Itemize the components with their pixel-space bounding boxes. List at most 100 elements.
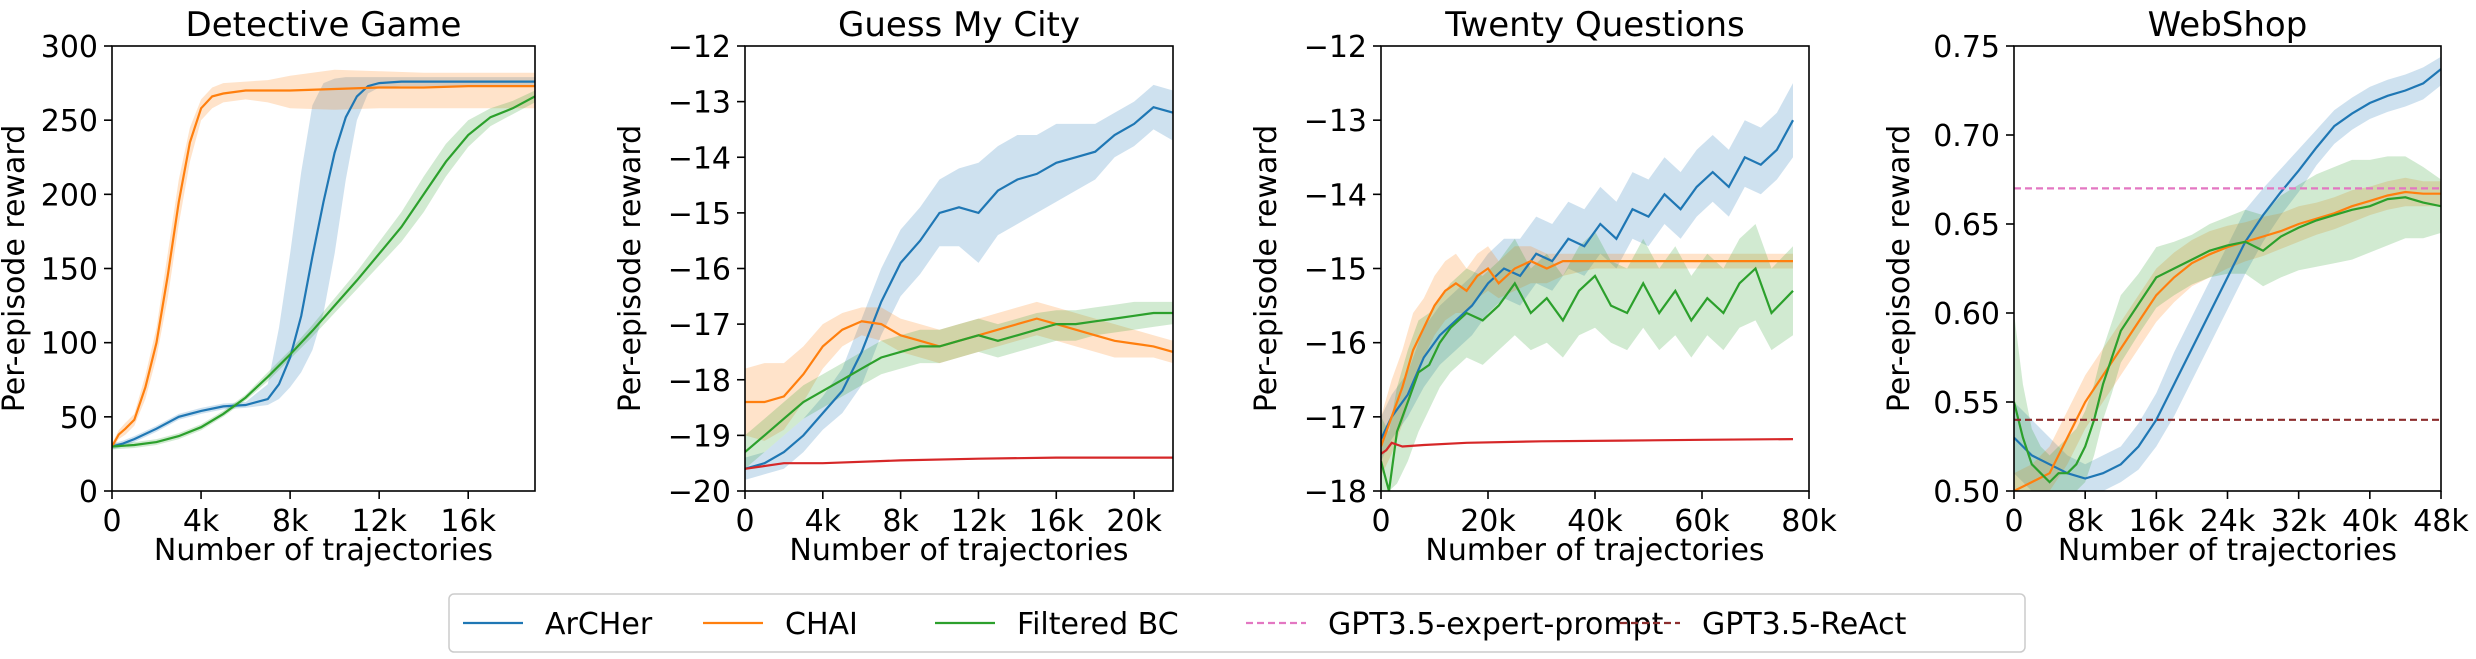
x-tick-label: 12k: [351, 504, 407, 539]
series-line-filtered-bc: [745, 311, 1173, 453]
legend-item-filtered-bc: Filtered BC: [935, 607, 1179, 642]
y-tick-label: 0.60: [1933, 297, 2000, 332]
y-tick-label: 300: [41, 30, 98, 65]
x-axis-label: Number of trajectories: [2058, 533, 2397, 568]
series-line-baseline: [1381, 438, 1794, 455]
band-archer: [745, 84, 1173, 480]
y-tick-label: −18: [1304, 475, 1367, 510]
series-line-archer: [112, 80, 535, 448]
x-tick-label: 16k: [1028, 504, 1084, 539]
band-archer: [112, 77, 535, 450]
series-line-filtered-bc: [1381, 266, 1794, 491]
x-tick-label: 60k: [1674, 504, 1730, 539]
panel-webshop: 0 8k 16k 24k 32k 40k 48k 0.50 0.55 0.60 0.65 0.70 0.…: [1882, 5, 2469, 568]
series-line-chai: [112, 84, 535, 448]
x-axis-label: Number of trajectories: [1425, 533, 1764, 568]
y-axis-label: Per-episode reward: [1882, 125, 1917, 412]
x-tick-label: 20k: [1106, 504, 1162, 539]
y-tick-label: −15: [668, 197, 731, 232]
x-axis-label: Number of trajectories: [789, 533, 1128, 568]
band-archer: [1381, 83, 1793, 462]
series-line-filtered-bc: [2014, 196, 2441, 484]
legend-item-gpt3-5-react: GPT3.5-ReAct: [1620, 607, 1907, 642]
x-axis-label: Number of trajectories: [154, 533, 493, 568]
x-tick-label: 24k: [2200, 504, 2256, 539]
y-tick-label: −12: [668, 30, 731, 65]
chart-title: WebShop: [2148, 5, 2308, 45]
plot-area: [745, 84, 1173, 480]
x-tick-label: 0: [735, 504, 754, 539]
plot-area: [2014, 56, 2441, 491]
y-tick-label: −13: [668, 86, 731, 121]
x-tick-label: 40k: [2342, 504, 2398, 539]
y-tick-label: −17: [668, 308, 731, 343]
y-tick-label: 0.65: [1933, 208, 2000, 243]
y-tick-label: −15: [1304, 253, 1367, 288]
x-tick-label: 4k: [805, 504, 842, 539]
x-tick-label: 32k: [2271, 504, 2327, 539]
band-chai: [112, 69, 535, 450]
y-tick-label: 150: [41, 253, 98, 288]
legend-frame: [448, 593, 2026, 653]
y-axis-label: Per-episode reward: [613, 125, 648, 412]
panels-group: 0 4k 8k 12k 16k 0 50 100 150 200 250 300 Detective G…: [0, 5, 2469, 568]
y-tick-label: 50: [60, 401, 98, 436]
legend-item-chai: CHAI: [703, 607, 858, 642]
series-line-baseline: [745, 456, 1173, 470]
x-tick-label: 0: [102, 504, 121, 539]
x-tick-label: 8k: [272, 504, 309, 539]
band-chai: [745, 301, 1173, 441]
y-tick-label: −19: [668, 419, 731, 454]
series-line-chai: [2014, 190, 2441, 491]
y-tick-label: −14: [1304, 178, 1367, 213]
legend-label: CHAI: [785, 607, 858, 642]
panel-twenty-questions: 0 20k 40k 60k 80k −18 −17 −16 −15 −14 −13 −12 Twenty…: [1249, 5, 1837, 568]
x-tick-label: 4k: [183, 504, 220, 539]
y-tick-label: −13: [1304, 104, 1367, 139]
x-tick-label: 40k: [1567, 504, 1623, 539]
legend-item-archer: ArCHer: [463, 607, 653, 642]
x-tick-label: 12k: [951, 504, 1007, 539]
y-tick-label: 250: [41, 104, 98, 139]
series-line-archer: [745, 105, 1173, 470]
x-tick-label: 0: [1371, 504, 1390, 539]
x-tick-label: 16k: [2129, 504, 2185, 539]
series-line-chai: [1381, 259, 1793, 447]
x-tick-label: 16k: [440, 504, 496, 539]
band-archer: [2014, 56, 2441, 491]
legend-item-gpt3-5-expert-prompt: GPT3.5-expert-prompt: [1246, 607, 1664, 642]
plot-area: [1381, 83, 1794, 491]
band-filtered-bc: [1381, 224, 1793, 491]
legend: ArCHer CHAI Filtered BC GPT3.5-expert-promp…: [448, 593, 2026, 653]
legend-label: ArCHer: [545, 607, 653, 642]
legend-label: GPT3.5-ReAct: [1702, 607, 1907, 642]
y-tick-label: −16: [668, 253, 731, 288]
y-tick-label: 0.75: [1933, 30, 2000, 65]
plot-area: [112, 69, 535, 450]
x-tick-label: 20k: [1460, 504, 1516, 539]
y-tick-label: −12: [1304, 30, 1367, 65]
chart-title: Detective Game: [186, 5, 462, 45]
x-tick-label: 8k: [882, 504, 919, 539]
series-line-archer: [1381, 119, 1794, 440]
band-filtered-bc: [2014, 156, 2441, 491]
x-tick-label: 80k: [1781, 504, 1837, 539]
x-tick-label: 0: [2004, 504, 2023, 539]
y-tick-label: −20: [668, 475, 731, 510]
y-tick-label: 0.55: [1933, 386, 2000, 421]
y-tick-label: 0.50: [1933, 475, 2000, 510]
panel-detective-game: 0 4k 8k 12k 16k 0 50 100 150 200 250 300 Detective G…: [0, 5, 536, 568]
y-tick-label: 0.70: [1933, 119, 2000, 154]
legend-label: Filtered BC: [1017, 607, 1179, 642]
band-filtered-bc: [112, 90, 535, 450]
x-tick-label: 48k: [2413, 504, 2469, 539]
legend-label: GPT3.5-expert-prompt: [1328, 607, 1664, 642]
y-axis-label: Per-episode reward: [1249, 125, 1284, 412]
x-tick-label: 8k: [2067, 504, 2104, 539]
y-tick-label: −14: [668, 141, 731, 176]
y-tick-label: 0: [79, 475, 98, 510]
y-axis-label: Per-episode reward: [0, 125, 32, 412]
chart-title: Guess My City: [838, 5, 1080, 45]
y-tick-label: 200: [41, 178, 98, 213]
